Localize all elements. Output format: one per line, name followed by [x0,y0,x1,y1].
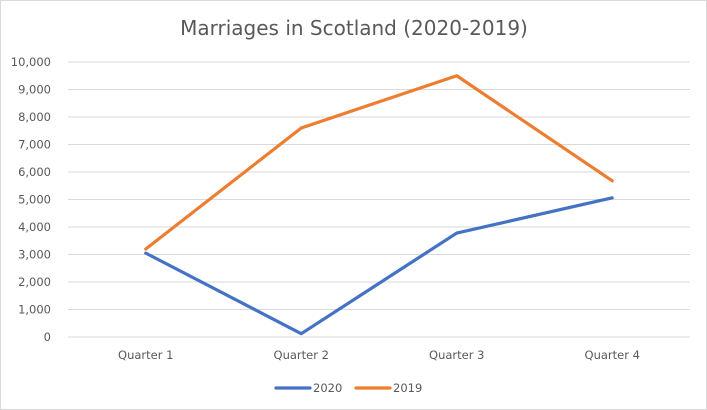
legend-label: 2019 [393,381,422,395]
y-tick-label: 8,000 [18,110,51,124]
y-tick-label: 6,000 [18,165,51,179]
y-tick-label: 3,000 [18,248,51,262]
y-tick-label: 9,000 [18,83,51,97]
series-line-2019 [144,74,614,251]
x-axis-tick-labels: Quarter 1 Quarter 2 Quarter 3 Quarter 4 [118,348,640,362]
series-lines [144,74,614,336]
y-tick-label: 0 [44,330,51,344]
y-tick-label: 10,000 [11,55,51,69]
y-axis-tick-labels: 0 1,000 2,000 3,000 4,000 5,000 6,000 7,000 8,00… [11,55,51,344]
x-tick-label: Quarter 1 [118,348,173,362]
y-tick-label: 1,000 [18,303,51,317]
x-tick-label: Quarter 2 [274,348,329,362]
series-line-2020 [144,196,614,336]
y-tick-label: 4,000 [18,220,51,234]
x-tick-label: Quarter 3 [429,348,484,362]
y-tick-label: 7,000 [18,138,51,152]
y-tick-label: 2,000 [18,275,51,289]
legend-label: 2020 [313,381,342,395]
y-tick-label: 5,000 [18,193,51,207]
legend: 2020 2019 [274,381,422,395]
x-tick-label: Quarter 4 [585,348,640,362]
gridlines [68,61,690,338]
chart-title: Marriages in Scotland (2020-2019) [180,16,528,40]
